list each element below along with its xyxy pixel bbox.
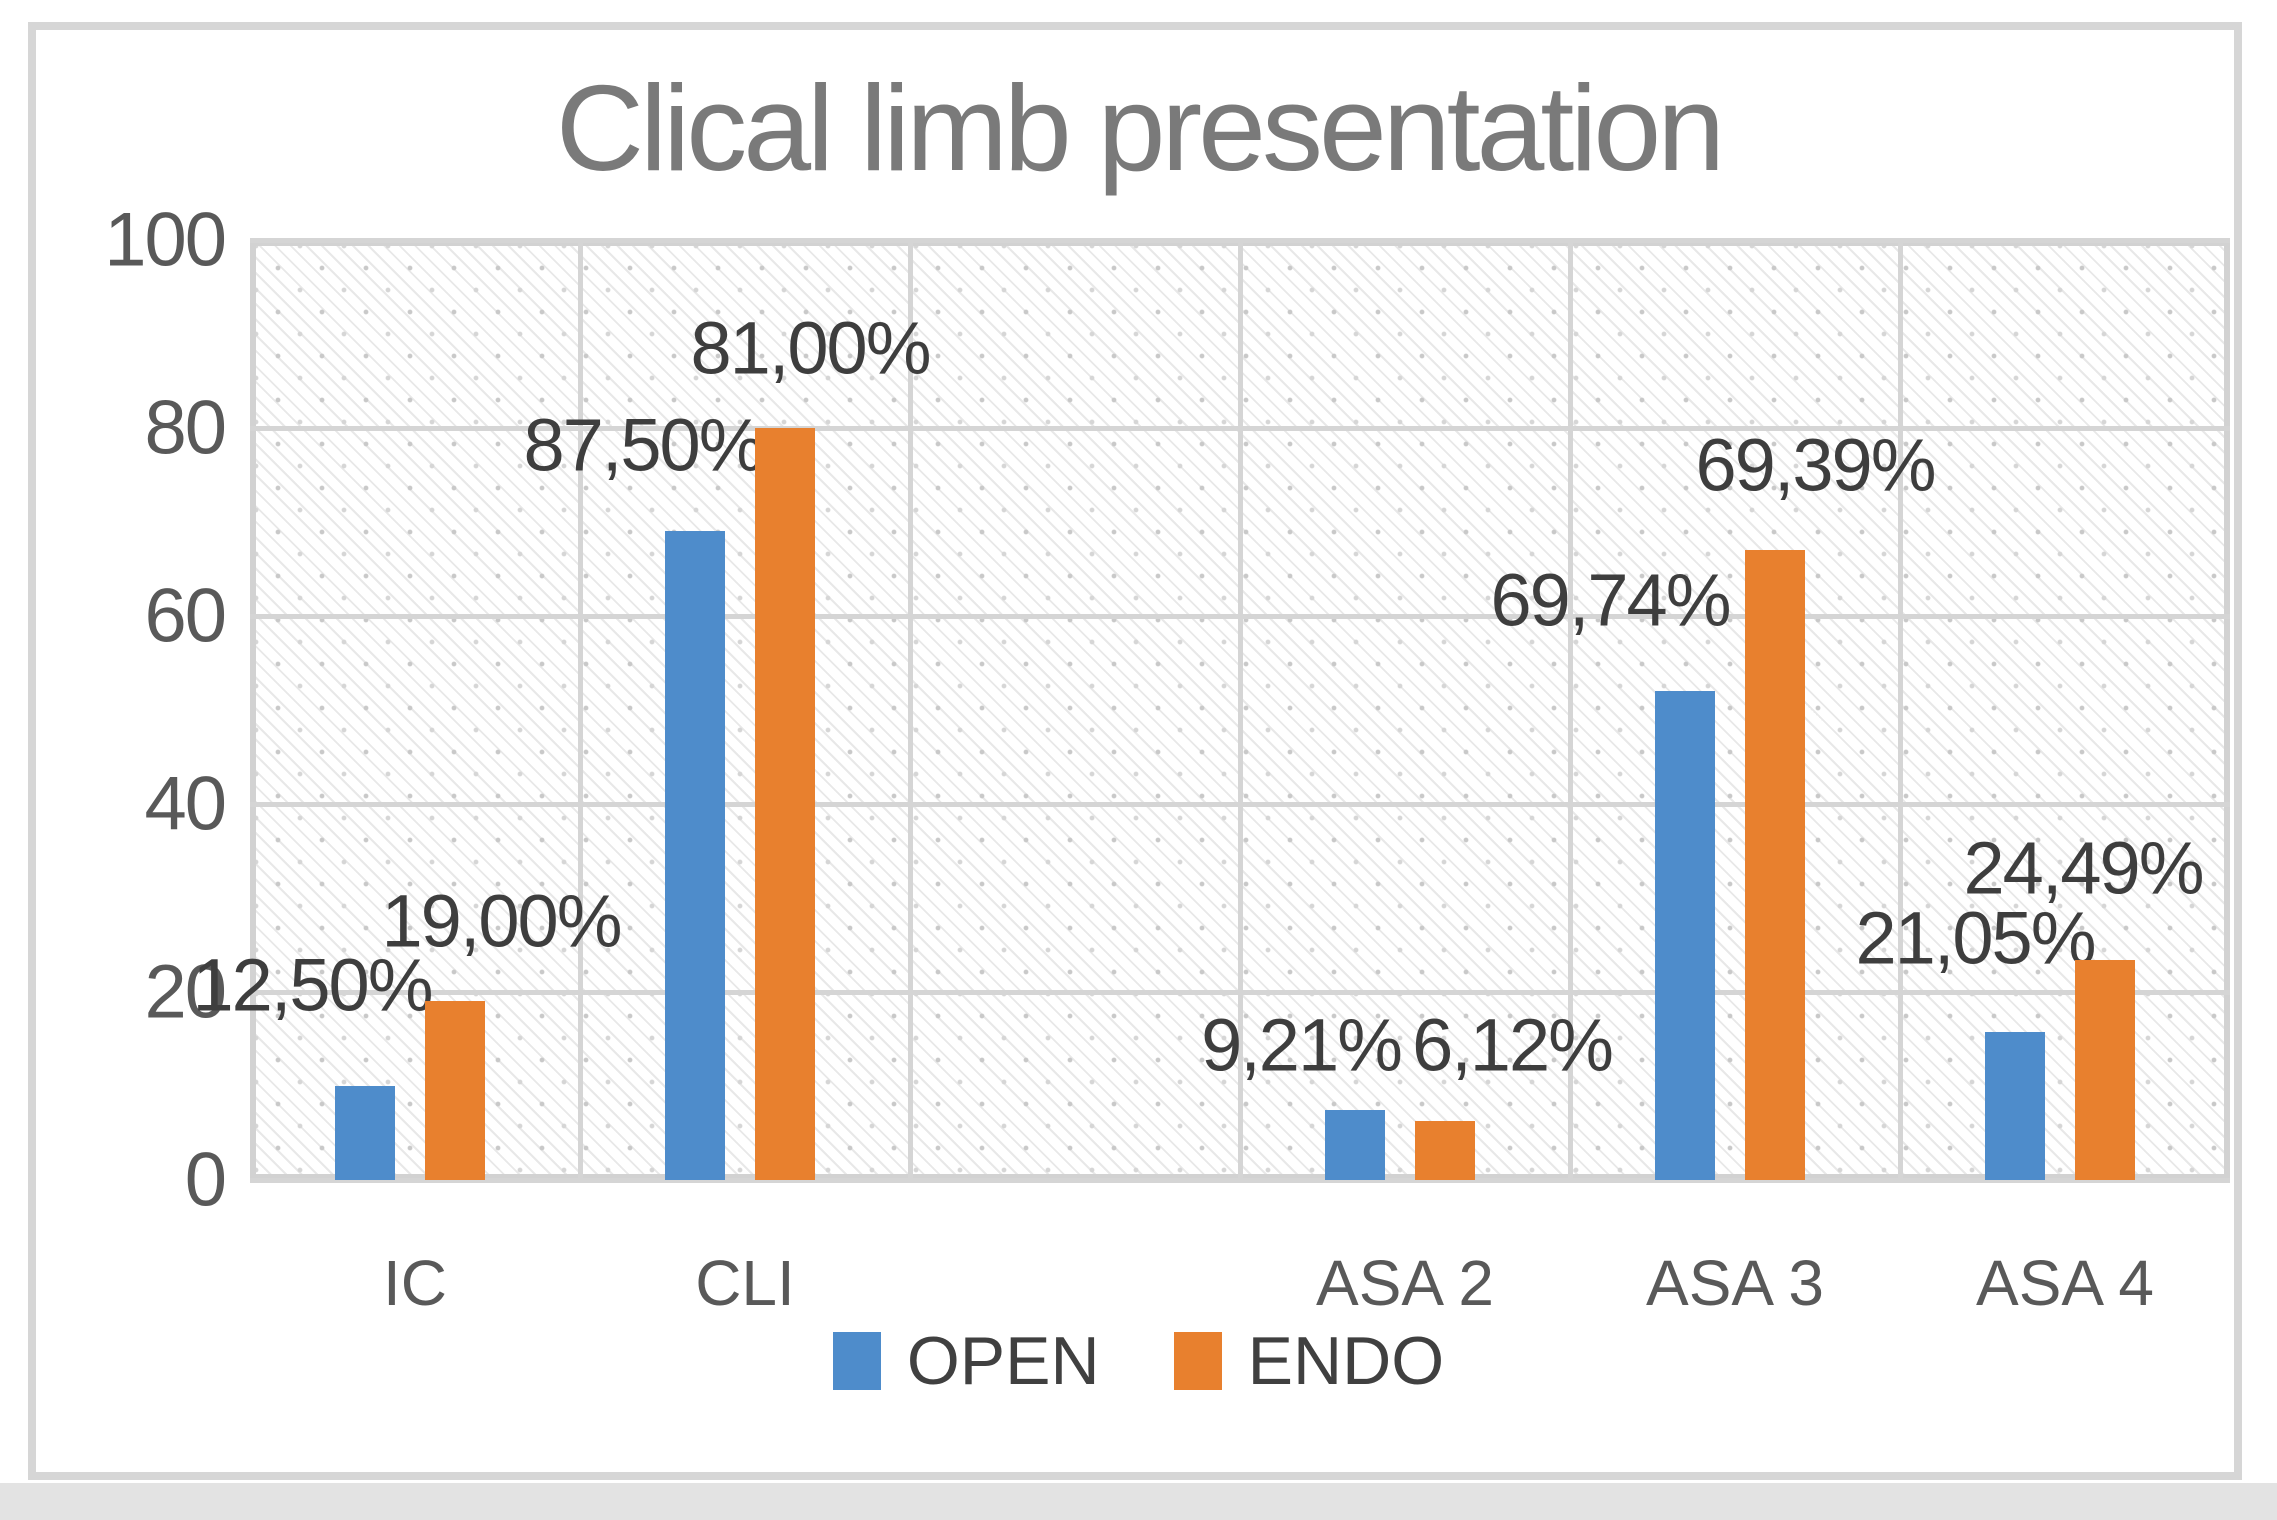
legend-label-endo: ENDO — [1247, 1323, 1445, 1399]
legend-item-endo: ENDO — [1173, 1322, 1445, 1400]
legend-label-open: OPEN — [906, 1323, 1100, 1399]
legend-swatch-endo-icon — [1173, 1332, 1222, 1390]
plot-area — [250, 240, 2230, 1180]
chart-title: Clical limb presentation — [555, 60, 1725, 196]
legend: OPEN ENDO — [0, 1322, 2277, 1400]
page-bottom-strip — [0, 1483, 2277, 1520]
legend-item-open: OPEN — [832, 1322, 1100, 1400]
legend-swatch-open-icon — [832, 1332, 881, 1390]
